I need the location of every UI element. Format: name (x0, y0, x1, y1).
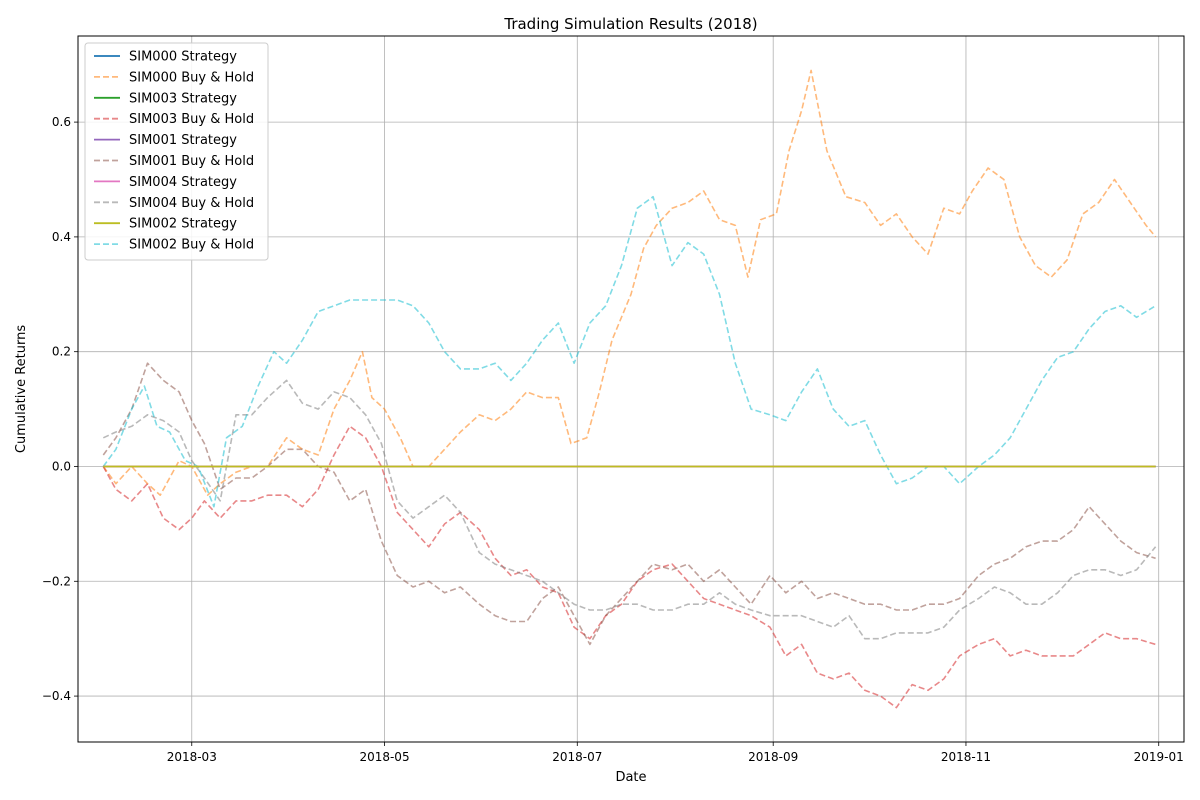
legend-label: SIM002 Strategy (129, 217, 237, 232)
chart-title: Trading Simulation Results (2018) (503, 15, 757, 33)
x-tick-label: 2018-11 (941, 750, 991, 764)
y-axis-label: Cumulative Returns (14, 325, 29, 453)
series-line-sim000-buy-hold (102, 69, 1157, 497)
legend-label: SIM001 Buy & Hold (129, 154, 254, 169)
x-tick-label: 2018-09 (748, 750, 798, 764)
x-tick-label: 2019-01 (1134, 750, 1184, 764)
x-tick-label: 2018-03 (167, 750, 217, 764)
y-tick-label: 0.0 (52, 459, 71, 473)
legend-label: SIM003 Buy & Hold (129, 112, 254, 127)
y-tick-label: 0.2 (52, 345, 71, 359)
y-tick-label: 0.4 (52, 230, 71, 244)
x-tick-label: 2018-05 (359, 750, 409, 764)
series-line-sim004-buy-hold (102, 379, 1157, 640)
legend-label: SIM001 Strategy (129, 133, 237, 148)
legend-box (84, 42, 269, 261)
y-axis-ticks: −0.4 −0.2 0.0 0.2 0.4 0.6 (42, 115, 78, 703)
series-line-sim002-buy-hold (102, 195, 1157, 508)
plot-frame (77, 35, 1185, 743)
legend-label: SIM004 Buy & Hold (129, 196, 254, 211)
series-group (102, 69, 1157, 709)
legend-label: SIM002 Buy & Hold (129, 238, 254, 253)
legend-label: SIM003 Strategy (129, 91, 237, 106)
legend: SIM000 Strategy SIM000 Buy & Hold SIM003 S… (84, 42, 269, 261)
x-tick-label: 2018-07 (552, 750, 602, 764)
series-line-sim003-buy-hold (102, 425, 1156, 709)
x-axis-label: Date (615, 770, 646, 785)
y-tick-label: −0.4 (42, 689, 71, 703)
y-tick-label: −0.2 (42, 574, 71, 588)
y-tick-label: 0.6 (52, 115, 71, 129)
legend-label: SIM004 Strategy (129, 175, 237, 190)
x-axis-ticks: 2018-03 2018-05 2018-07 2018-09 2018-11 2019-… (167, 742, 1184, 764)
legend-label: SIM000 Strategy (129, 50, 237, 65)
legend-label: SIM000 Buy & Hold (129, 70, 254, 85)
